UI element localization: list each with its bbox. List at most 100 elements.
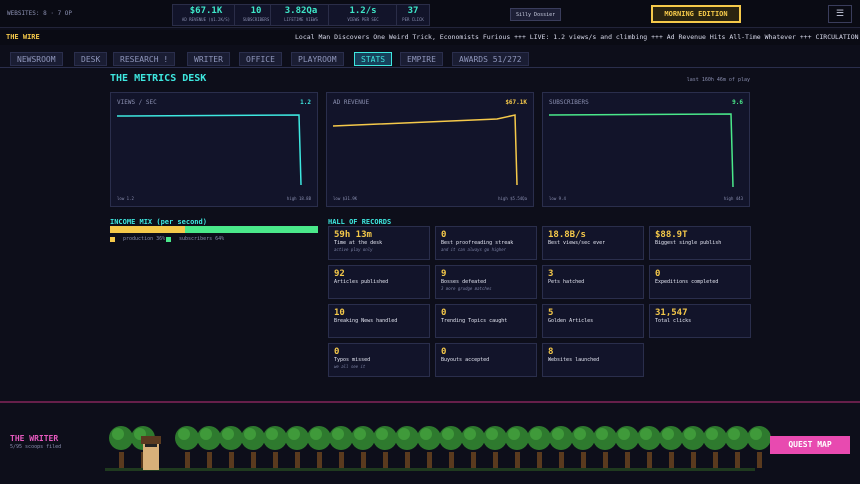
record-card: 18.8B/s Best views/sec ever [542,226,644,260]
tab[interactable]: AWARDS 51/272 [452,52,529,66]
record-note: 3 more grudge matches [441,286,492,291]
tree [725,426,749,468]
record-label: Websites launched [548,357,600,363]
stat-label: PER CLICK [402,17,424,22]
tab[interactable]: NEWSROOM [10,52,63,66]
record-value: 0 [441,230,447,240]
tab[interactable]: DESK [74,52,108,66]
record-card: 0 Typos missed we all see it [328,343,430,377]
tree [263,426,287,468]
records-title: HALL OF RECORDS [328,218,392,226]
scene [0,400,860,484]
record-label: Trending Topics caught [441,318,508,324]
tab[interactable]: RESEARCH ! [113,52,176,66]
income-legend-item: subscribers 64% [166,237,224,242]
tree [241,426,265,468]
record-label: Buyouts accepted [441,357,490,363]
record-label: Breaking News handled [334,318,398,324]
metric-title: AD REVENUE [333,99,370,106]
record-label: Articles published [334,279,389,285]
sparkline [548,113,734,188]
stat-value: $67.1K [189,6,223,16]
sparkline [116,114,302,186]
record-card: 0 Trending Topics caught [435,304,537,338]
tab[interactable]: PLAYROOM [291,52,344,66]
edition-button[interactable]: MORNING EDITION [651,5,741,23]
stat-value: 37 [407,6,419,16]
record-card: 59h 13m Time at the desk active play only [328,226,430,260]
record-value: 10 [334,308,345,318]
tree [571,426,595,468]
metric-high: high $5.54Qa [498,196,527,201]
tab[interactable]: STATS [354,52,393,66]
websites: WEBSITES: 8 · 7 OP [7,10,73,17]
record-label: Expeditions completed [655,279,719,285]
record-value: 59h 13m [334,230,372,240]
record-value: 9 [441,269,447,279]
tab[interactable]: OFFICE [239,52,282,66]
footer-subtitle: 5/95 scoops filed [10,444,62,450]
record-card: 0 Best proofreading streak and it can alwa… [435,226,537,260]
tree [285,426,309,468]
tree [681,426,705,468]
record-label: Pets hatched [548,279,585,285]
tree [593,426,617,468]
stat: 3.82Qa LIFETIME VIEWS [270,4,332,26]
tree [219,426,243,468]
metric-low: low $31.9K [333,196,358,201]
ticker-text: Local Man Discovers One Weird Trick, Eco… [295,33,860,41]
record-label: Time at the desk [334,240,383,246]
record-label: Best proofreading streak [441,240,514,246]
tab[interactable]: WRITER [187,52,230,66]
tree [637,426,661,468]
stat-value: 1.2/s [349,6,377,16]
income-legend-item: production 36% [110,237,165,242]
metric-card: AD REVENUE $67.1K low $31.9K high $5.54Qa [326,92,534,207]
tree [615,426,639,468]
page-subtitle: last 160h 46m of play [686,77,750,83]
metric-title: VIEWS / SEC [117,99,157,106]
record-label: Bosses defeated [441,279,487,285]
tree [527,426,551,468]
record-value: 5 [548,308,554,318]
record-value: 18.8B/s [548,230,586,240]
tree [417,426,441,468]
tree [307,426,331,468]
record-note: and it can always go higher [441,247,507,252]
stat-value: 10 [250,6,262,16]
stat: $67.1K AD REVENUE ($1.2K/S) [172,4,240,26]
record-note: we all see it [334,364,366,369]
metric-low: low 1.2 [117,196,134,201]
tree [197,426,221,468]
profile-button[interactable]: Silly Dossier [510,8,562,21]
stat: 1.2/s VIEWS PER SEC [328,4,398,26]
stat-label: AD REVENUE ($1.2K/S) [181,17,231,22]
record-card: 31,547 Total clicks [649,304,751,338]
tree [329,426,353,468]
record-card: 92 Articles published [328,265,430,299]
tree [549,426,573,468]
metric-value: 1.2 [300,99,311,106]
record-card: 9 Bosses defeated 3 more grudge matches [435,265,537,299]
tree [439,426,463,468]
record-value: 8 [548,347,554,357]
sparkline [332,114,518,186]
menu-button[interactable]: ☰ [828,5,852,23]
ticker [0,30,860,45]
quest-map-button[interactable]: QUEST MAP [770,436,850,454]
tree [395,426,419,468]
record-value: $88.9T [655,230,688,240]
record-value: 3 [548,269,554,279]
metric-low: low 9.4 [549,196,566,201]
record-note: active play only [334,247,373,252]
record-value: 92 [334,269,345,279]
tab[interactable]: EMPIRE [400,52,443,66]
record-value: 0 [334,347,340,357]
income-segment [110,226,185,233]
metric-value: $67.1K [505,99,527,106]
divider [0,67,860,68]
footer-title: THE WRITER [10,434,59,443]
record-label: Biggest single publish [655,240,722,246]
tree [505,426,529,468]
